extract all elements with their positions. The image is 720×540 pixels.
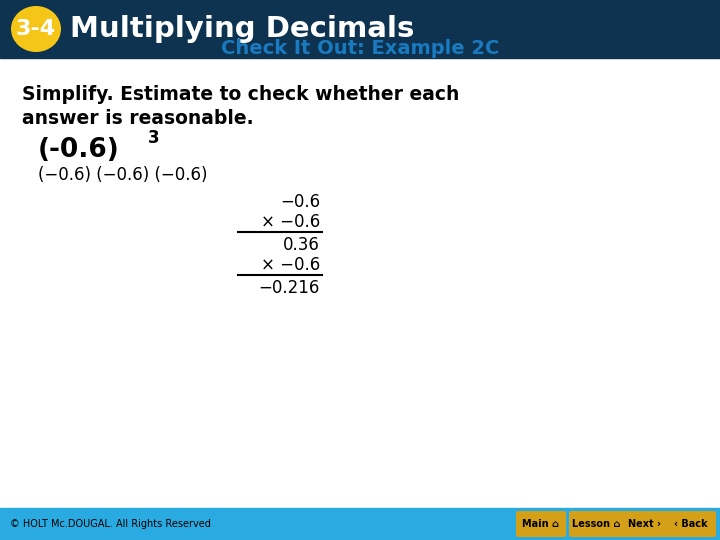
Text: 0.36: 0.36 [283,236,320,254]
Text: × −0.6: × −0.6 [261,256,320,274]
Text: × −0.6: × −0.6 [261,213,320,231]
FancyBboxPatch shape [569,511,623,537]
Text: Next ›: Next › [628,519,660,529]
Text: 3-4: 3-4 [16,19,56,39]
Text: 3: 3 [148,129,160,147]
Text: −0.6: −0.6 [280,193,320,211]
Text: answer is reasonable.: answer is reasonable. [22,109,253,127]
Text: Multiplying Decimals: Multiplying Decimals [70,15,415,43]
FancyBboxPatch shape [666,511,716,537]
FancyBboxPatch shape [619,511,669,537]
Text: Check It Out: Example 2C: Check It Out: Example 2C [221,38,499,57]
Text: Simplify. Estimate to check whether each: Simplify. Estimate to check whether each [22,85,459,105]
Text: Main ⌂: Main ⌂ [523,519,559,529]
Text: (-0.6): (-0.6) [38,137,120,163]
Text: © HOLT Mc.DOUGAL. All Rights Reserved: © HOLT Mc.DOUGAL. All Rights Reserved [10,519,211,529]
Bar [0,0,720,58]
Text: Lesson ⌂: Lesson ⌂ [572,519,620,529]
Text: ‹ Back: ‹ Back [674,519,708,529]
Text: −0.216: −0.216 [258,279,320,297]
Ellipse shape [11,6,61,52]
FancyBboxPatch shape [516,511,566,537]
Bar [0,508,720,540]
Text: (−0.6) (−0.6) (−0.6): (−0.6) (−0.6) (−0.6) [38,166,207,184]
